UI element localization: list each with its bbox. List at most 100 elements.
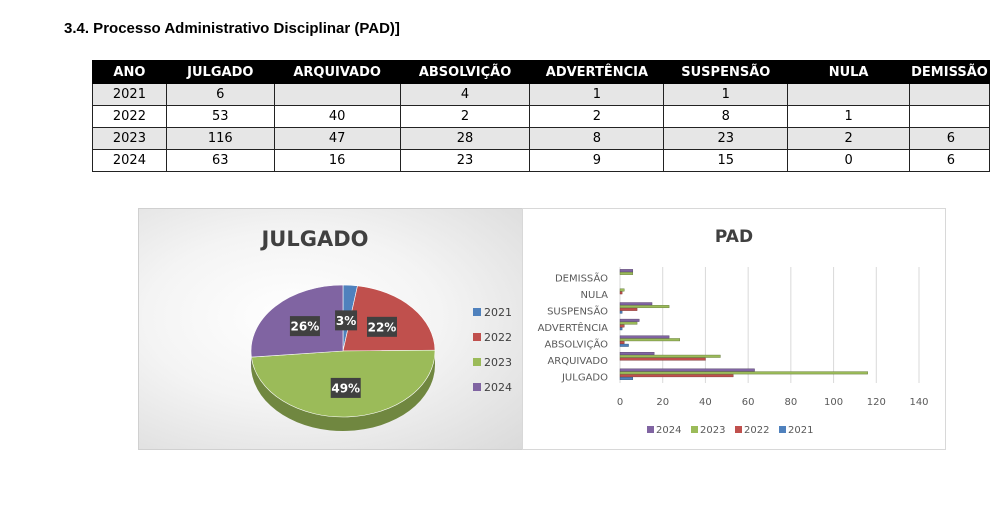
pie-legend-swatch-2022 [473,333,481,341]
bar-legend-swatch-2024 [647,426,654,433]
bar-ARQUIVADO-2022 [619,357,706,361]
pie-legend-label-2024: 2024 [484,381,512,394]
table-cell: 1 [663,83,789,106]
table-cell: 1 [529,83,665,106]
table-row: 2023 116 47 28 8 23 2 6 [92,127,991,150]
pie-data-label-2022: 22% [366,316,397,337]
bar-JULGADO-2022 [619,374,734,378]
pie-data-label-text: 22% [368,320,397,334]
table-cell: 40 [273,105,401,128]
header-suspensao: SUSPENSÃO [663,60,789,84]
bar-ABSOLVIÇÃO-2021 [619,343,629,347]
table-cell: 28 [399,127,531,150]
pie-legend-label-2021: 2021 [484,306,512,319]
bar-ADVERTÊNCIA-2021 [619,327,623,331]
pad-table: ANO JULGADO ARQUIVADO ABSOLVIÇÃO ADVERTÊ… [92,60,991,172]
pie-data-label-text: 49% [331,381,360,395]
bar-x-tick-label: 140 [909,397,928,408]
table-cell: 2021 [92,83,167,106]
pie-data-label-box [289,316,320,337]
bar-category-label: ABSOLVIÇÃO [544,338,608,351]
table-cell: 23 [663,127,789,150]
table-cell: 6 [908,127,991,150]
bar-svg: JULGADO ARQUIVADO ABSOLVIÇÃO ADVERTÊNCIA SUS… [538,267,929,436]
bar-legend-label-2021: 2021 [788,425,813,436]
table-cell: 53 [165,105,275,128]
pie-legend-swatch-2021 [473,308,481,316]
bar-chart-title: PAD [714,227,754,247]
table-cell: 47 [273,127,401,150]
bar-x-tick-label: 60 [742,397,755,408]
table-cell: 116 [165,127,275,150]
bar-DEMISSÃO-2023 [619,271,634,275]
table-cell: 8 [529,127,665,150]
table-cell [908,83,991,106]
table-cell: 1 [787,105,910,128]
pie-data-label-2024: 26% [289,316,320,337]
bar-legend-label-2022: 2022 [744,425,769,436]
bar-ADVERTÊNCIA-2024 [619,318,640,322]
table-row: 2022 53 40 2 2 8 1 [92,105,991,128]
pie-legend: 2021 2022 2023 2024 [473,306,512,394]
bar-category-label: JULGADO [561,373,608,384]
table-cell: 2 [399,105,531,128]
bar-x-tick-label: 20 [656,397,669,408]
bar-NULA-2022 [619,291,623,295]
table-cell: 2024 [92,149,167,172]
pie-legend-label-2022: 2022 [484,331,512,344]
header-julgado: JULGADO [165,60,275,84]
bar-SUSPENSÃO-2022 [619,307,638,311]
pie-legend-swatch-2024 [473,383,481,391]
bar-legend-swatch-2023 [691,426,698,433]
pie-data-label-2023: 49% [330,377,361,398]
header-absolvicao: ABSOLVIÇÃO [399,60,531,84]
pie-slice-side-2023 [251,351,435,431]
section-title: 3.4. Processo Administrativo Disciplinar… [64,20,400,37]
pie-data-label-box [330,377,361,398]
pie-data-label-text: 26% [291,320,320,334]
pie-data-label-2021: 3% [335,310,358,331]
bar-gridlines [619,267,920,383]
bar-category-label: ARQUIVADO [547,356,608,367]
bar-JULGADO-2024 [619,368,755,372]
bar-ABSOLVIÇÃO-2024 [619,335,670,339]
bar-ARQUIVADO-2024 [619,352,655,355]
bar-marks [619,269,868,380]
bar-legend-swatch-2021 [779,426,786,433]
bar-x-tick-label: 100 [824,397,843,408]
table-cell [908,105,991,128]
bar-category-label: DEMISSÃO [555,271,608,284]
header-advertencia: ADVERTÊNCIA [529,60,665,84]
table-cell: 23 [399,149,531,172]
pie-svg: 3% 22% 49% 26% 2021 2022 2023 2024 [250,284,512,431]
table-cell: 6 [165,83,275,106]
pie-data-label-box [366,316,397,337]
table-cell [787,83,910,106]
table-header-row: ANO JULGADO ARQUIVADO ABSOLVIÇÃO ADVERTÊ… [92,60,991,84]
bar-ADVERTÊNCIA-2023 [619,321,638,325]
table-cell: 2 [529,105,665,128]
pie-data-labels: 3% 22% 49% 26% [289,310,397,398]
table-row: 2024 63 16 23 9 15 0 6 [92,149,991,172]
bar-x-tick-label: 0 [617,397,623,408]
bar-SUSPENSÃO-2021 [619,310,623,314]
bar-JULGADO-2023 [619,371,868,375]
bar-x-tick-label: 120 [867,397,886,408]
pie-data-label-box [335,310,358,331]
bar-legend-label-2024: 2024 [656,425,681,436]
bar-ABSOLVIÇÃO-2022 [619,341,625,344]
bar-category-label: NULA [581,290,609,301]
table-cell: 2022 [92,105,167,128]
bar-category-label: SUSPENSÃO [547,304,608,317]
header-nula: NULA [787,60,910,84]
bar-category-label: ADVERTÊNCIA [538,321,609,334]
bar-JULGADO-2021 [619,376,634,380]
bar-ARQUIVADO-2023 [619,354,721,358]
table-cell: 9 [529,149,665,172]
header-demissao: DEMISSÃO [908,60,991,84]
bar-category-labels: JULGADO ARQUIVADO ABSOLVIÇÃO ADVERTÊNCIA SUS… [538,271,609,383]
julgado-pie-chart: JULGADO 3% 22% 49% 26% 2021 2022 2023 2024 [138,208,524,450]
table-cell: 2023 [92,127,167,150]
table-cell [273,83,401,106]
bar-legend-swatch-2022 [735,426,742,433]
